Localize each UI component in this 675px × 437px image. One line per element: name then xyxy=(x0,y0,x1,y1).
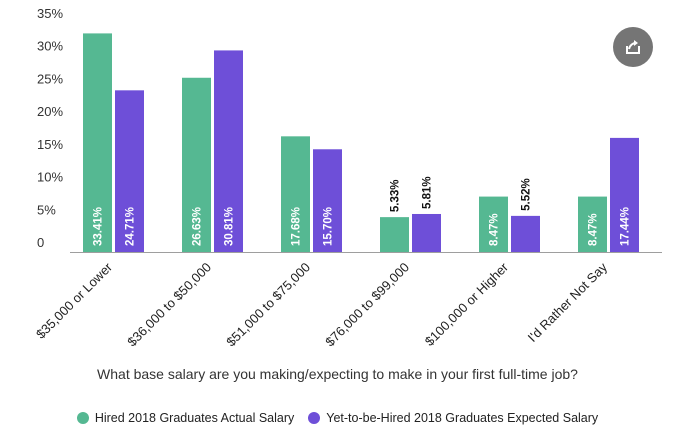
category-label: $76,000 to $99,000 xyxy=(322,260,412,350)
bar-yet-to-be-hired[interactable] xyxy=(313,149,342,252)
bar-hired[interactable] xyxy=(578,196,607,252)
share-icon xyxy=(626,40,640,54)
bar-chart: 0 5% 10% 15% 20% 25% 30% 35% 33.41% 24.71% 26.63%… xyxy=(33,6,662,349)
data-label: 15.70% xyxy=(323,207,335,246)
bar-yet-to-be-hired[interactable] xyxy=(214,50,243,253)
bar-yet-to-be-hired[interactable] xyxy=(412,213,441,252)
legend-item-hired[interactable]: Hired 2018 Graduates Actual Salary xyxy=(76,411,295,425)
bar-hired[interactable] xyxy=(380,217,409,252)
data-label: 30.81% xyxy=(224,207,236,246)
y-tick-label: 25% xyxy=(37,71,63,86)
data-label: 5.52% xyxy=(521,178,533,211)
bar-yet-to-be-hired[interactable] xyxy=(115,90,144,253)
legend-swatch-yet-to-be-hired xyxy=(308,412,321,424)
data-label: 5.81% xyxy=(422,176,434,209)
data-label: 17.68% xyxy=(291,207,303,246)
legend-label-yet-to-be-hired: Yet-to-be-Hired 2018 Graduates Expected … xyxy=(326,411,599,425)
data-label: 8.47% xyxy=(489,213,501,246)
y-axis: 0 5% 10% 15% 20% 25% 30% 35% xyxy=(37,6,63,250)
y-tick-label: 35% xyxy=(37,6,63,21)
data-label: 33.41% xyxy=(93,207,105,246)
category-label: $36,000 to $50,000 xyxy=(124,260,214,350)
legend-swatch-hired xyxy=(76,412,89,424)
legend: Hired 2018 Graduates Actual Salary Yet-t… xyxy=(0,411,675,425)
bar-hired[interactable] xyxy=(281,136,310,252)
bar-hired[interactable] xyxy=(479,196,508,252)
data-label: 26.63% xyxy=(192,207,204,246)
y-tick-label: 15% xyxy=(37,137,63,152)
y-tick-label: 20% xyxy=(37,104,63,119)
bar-yet-to-be-hired[interactable] xyxy=(511,215,540,252)
data-labels-group: 33.41% 24.71% 26.63% 30.81% 17.68% 15.70% 5.33… xyxy=(93,176,632,246)
bar-hired[interactable] xyxy=(182,77,211,252)
y-tick-label: 10% xyxy=(37,170,63,185)
y-tick-label: 5% xyxy=(37,202,56,217)
data-label: 24.71% xyxy=(125,207,137,246)
y-tick-label: 30% xyxy=(37,39,63,54)
share-button[interactable] xyxy=(613,27,653,67)
bars-group xyxy=(83,33,639,253)
data-label: 8.47% xyxy=(588,213,600,246)
x-axis-title: What base salary are you making/expectin… xyxy=(97,366,578,382)
data-label: 17.44% xyxy=(620,207,632,246)
category-labels-group: $35,000 or Lower $36,000 to $50,000 $51,00… xyxy=(33,259,611,349)
y-tick-label: 0 xyxy=(37,235,44,250)
data-label: 5.33% xyxy=(390,180,402,213)
bar-yet-to-be-hired[interactable] xyxy=(610,137,639,252)
category-label: $100,000 or Higher xyxy=(422,259,512,349)
category-label: $51,000 to $75,000 xyxy=(223,260,313,350)
legend-item-yet-to-be-hired[interactable]: Yet-to-be-Hired 2018 Graduates Expected … xyxy=(308,411,598,425)
category-label: $35,000 or Lower xyxy=(33,259,116,342)
bar-hired[interactable] xyxy=(83,33,112,253)
legend-label-hired: Hired 2018 Graduates Actual Salary xyxy=(94,411,295,425)
category-label: I'd Rather Not Say xyxy=(525,259,611,345)
